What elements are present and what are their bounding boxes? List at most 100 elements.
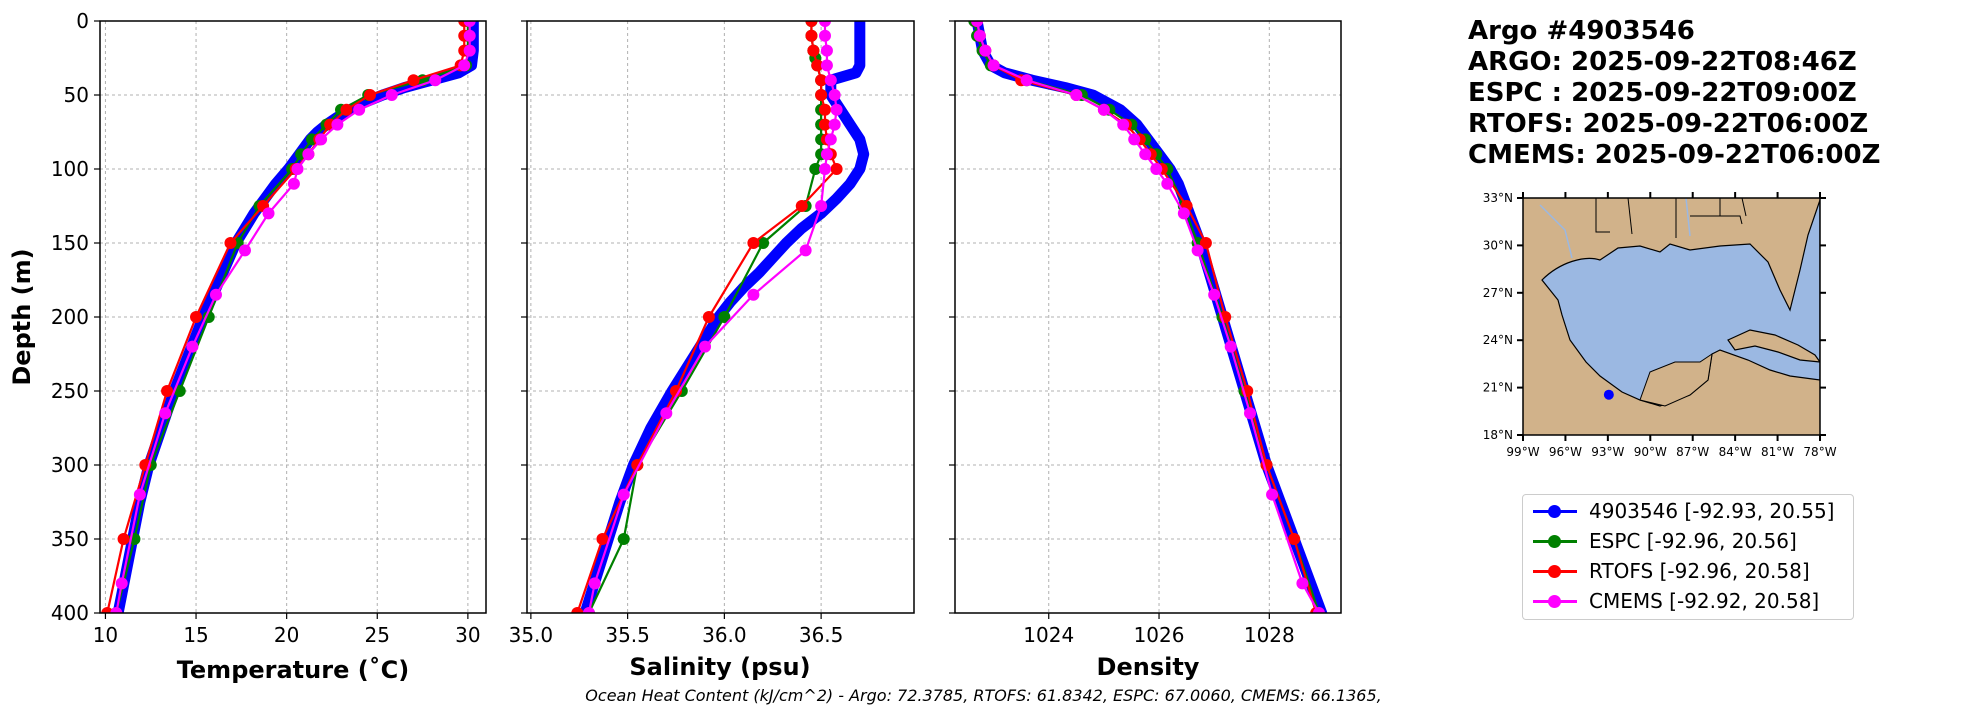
salinity-point-rtofs — [811, 59, 824, 72]
density-x-ticks: 1024 1026 1028 — [1023, 613, 1295, 647]
temperature-point-cmems — [209, 288, 222, 301]
depth-ytick-label: 300 — [51, 453, 89, 477]
map-lat-label: 33°N — [1483, 191, 1513, 205]
map-ticks: 99°W 96°W 93°W 90°W 87°W 84°W 81°W 78°W 33°N 30°N… — [1483, 191, 1837, 459]
density-point-cmems — [1020, 74, 1033, 87]
map-borders — [1595, 198, 1747, 238]
salinity-series — [571, 21, 870, 613]
temperature-point-rtofs — [161, 385, 174, 397]
cuba-land — [1727, 329, 1820, 363]
temperature-x-ticks: 10 15 20 25 30 — [93, 613, 481, 647]
density-series — [968, 21, 1328, 613]
salinity-xtick-label: 36.5 — [799, 623, 844, 647]
density-point-cmems — [971, 21, 984, 27]
depth-ytick-label: 250 — [51, 379, 89, 403]
salinity-point-cmems — [699, 340, 712, 353]
temperature-point-cmems — [287, 177, 300, 190]
salinity-point-rtofs — [830, 163, 843, 175]
salinity-point-rtofs — [818, 118, 831, 131]
density-point-cmems — [1312, 607, 1325, 613]
legend-marker-rtofs — [1548, 565, 1561, 578]
temperature-point-rtofs — [224, 237, 237, 249]
legend-marker-argo — [1548, 505, 1561, 518]
legend-item-cmems: CMEMS [-92.92, 20.58] — [1523, 587, 1853, 617]
gulf-of-mexico-ocean — [1541, 199, 1820, 407]
depth-ytick-label: 50 — [64, 83, 89, 107]
salinity-point-rtofs — [805, 29, 818, 42]
map-lon-label: 78°W — [1803, 445, 1836, 459]
density-point-cmems — [987, 59, 1000, 72]
salinity-point-rtofs — [807, 44, 820, 57]
salinity-point-rtofs — [805, 21, 818, 27]
temperature-grid — [100, 20, 486, 614]
salinity-point-rtofs — [795, 200, 808, 212]
density-point-cmems — [1266, 488, 1279, 501]
density-point-cmems — [1208, 288, 1221, 301]
salinity-point-espc — [718, 311, 731, 323]
salinity-point-espc — [617, 533, 630, 545]
salinity-xtick-label: 35.0 — [509, 623, 554, 647]
legend-label-espc: ESPC [-92.96, 20.56] — [1589, 529, 1797, 553]
salinity-point-cmems — [830, 103, 843, 116]
temperature-point-cmems — [302, 148, 315, 161]
density-point-cmems — [979, 44, 992, 57]
salinity-panel: 35.0 35.5 36.0 36.5 Salinity (psu) — [509, 20, 915, 681]
temperature-series — [101, 21, 479, 613]
ocean-heat-content-caption: Ocean Heat Content (kJ/cm^2) - Argo: 72.… — [585, 686, 1382, 705]
espc-time: ESPC : 2025-09-22T09:00Z — [1468, 78, 1857, 108]
density-xlabel: Density — [1097, 653, 1200, 681]
temperature-point-cmems — [159, 407, 172, 420]
temperature-point-cmems — [291, 163, 304, 175]
density-point-rtofs — [1199, 237, 1212, 249]
map-lat-label: 21°N — [1483, 381, 1513, 395]
map-lon-label: 87°W — [1676, 445, 1709, 459]
temperature-point-rtofs — [407, 74, 420, 87]
legend-marker-espc — [1548, 535, 1561, 548]
temperature-point-espc — [202, 311, 215, 323]
legend-label-argo: 4903546 [-92.93, 20.55] — [1589, 499, 1835, 523]
map-lon-label: 81°W — [1761, 445, 1794, 459]
salinity-point-cmems — [818, 163, 831, 175]
temperature-point-cmems — [115, 577, 128, 590]
temperature-xtick-label: 20 — [274, 623, 299, 647]
temperature-point-cmems — [385, 89, 398, 101]
salinity-point-cmems — [818, 21, 831, 27]
depth-ytick-label: 400 — [51, 601, 89, 625]
density-xtick-label: 1026 — [1134, 623, 1185, 647]
temperature-point-cmems — [429, 74, 442, 87]
temperature-point-cmems — [238, 244, 251, 257]
density-point-cmems — [1070, 89, 1083, 101]
salinity-point-cmems — [828, 89, 841, 101]
density-panel: 1024 1026 1028 Density — [949, 20, 1342, 681]
argo-time: ARGO: 2025-09-22T08:46Z — [1468, 47, 1857, 77]
temperature-point-rtofs — [117, 533, 130, 545]
location-map: 99°W 96°W 93°W 90°W 87°W 84°W 81°W 78°W 33°N 30°N… — [1483, 191, 1837, 459]
density-point-cmems — [1150, 163, 1163, 175]
salinity-point-rtofs — [815, 74, 828, 87]
argo-float-location — [1603, 389, 1614, 400]
salinity-xlabel: Salinity (psu) — [629, 653, 810, 681]
map-lon-label: 96°W — [1549, 445, 1582, 459]
temperature-point-cmems — [458, 59, 471, 72]
map-lat-label: 18°N — [1483, 428, 1513, 442]
map-lat-label: 27°N — [1483, 286, 1513, 300]
salinity-point-cmems — [582, 607, 595, 613]
salinity-point-rtofs — [818, 103, 831, 116]
map-frame — [1522, 197, 1821, 436]
map-lon-label: 90°W — [1634, 445, 1667, 459]
salinity-y-ticks — [521, 20, 527, 614]
density-point-cmems — [1097, 103, 1110, 116]
density-point-cmems — [1296, 577, 1309, 590]
rtofs-time: RTOFS: 2025-09-22T06:00Z — [1468, 109, 1869, 139]
density-point-cmems — [1191, 244, 1204, 257]
salinity-point-cmems — [824, 74, 837, 87]
salinity-point-espc — [757, 237, 770, 249]
temperature-point-rtofs — [364, 89, 377, 101]
temperature-xtick-label: 10 — [93, 623, 118, 647]
density-point-cmems — [1161, 177, 1174, 190]
density-line-cmems — [975, 21, 1321, 613]
temperature-panel: 10 15 20 25 30 0 50 100 150 200 250 300 350 400 Temp… — [8, 9, 487, 684]
salinity-point-cmems — [828, 118, 841, 131]
salinity-point-rtofs — [702, 311, 715, 323]
yucatan-land — [1639, 352, 1713, 407]
